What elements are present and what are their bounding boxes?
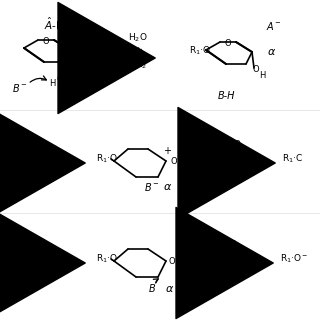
Text: (O·-H: (O·-H <box>184 155 204 164</box>
Text: $^-$H: $^-$H <box>4 141 20 153</box>
Text: R$_1$·O: R$_1$·O <box>96 253 118 265</box>
Text: R$_1$·O$^-$: R$_1$·O$^-$ <box>280 253 308 265</box>
Text: A$^-$: A$^-$ <box>180 125 196 137</box>
Text: H: H <box>49 79 55 89</box>
Text: R$_2$: R$_2$ <box>26 181 38 193</box>
Text: H: H <box>180 244 186 253</box>
Text: O-H: O-H <box>196 148 212 157</box>
Text: A$^-$: A$^-$ <box>177 225 193 237</box>
Text: H$_2$O: H$_2$O <box>128 32 148 44</box>
Text: R$_1$·C: R$_1$·C <box>282 153 303 165</box>
Text: H: H <box>187 137 193 146</box>
Text: A$^-$: A$^-$ <box>266 20 282 32</box>
Text: B-H: B-H <box>217 91 235 101</box>
Text: B: B <box>148 284 156 294</box>
Text: $\alpha$: $\alpha$ <box>268 47 276 57</box>
Text: O: O <box>253 66 259 75</box>
Text: O: O <box>2 254 9 263</box>
Text: $\hat{A}$-H: $\hat{A}$-H <box>44 16 64 32</box>
Text: $\alpha$: $\alpha$ <box>164 182 172 192</box>
Text: B$^-$: B$^-$ <box>12 82 28 94</box>
Text: +: + <box>163 146 171 156</box>
Text: O: O <box>57 76 63 84</box>
Text: R$_2$: R$_2$ <box>100 45 112 57</box>
Text: O: O <box>171 156 177 165</box>
Text: $\alpha$: $\alpha$ <box>165 284 175 294</box>
Text: H: H <box>4 243 11 252</box>
Text: O-H: O-H <box>193 249 209 258</box>
Text: O: O <box>169 257 175 266</box>
Text: O: O <box>43 37 49 46</box>
Text: O: O <box>79 44 85 52</box>
Text: B$^-$: B$^-$ <box>144 181 160 193</box>
Text: R$_2$: R$_2$ <box>26 281 38 293</box>
Text: R$_1$·O: R$_1$·O <box>96 153 118 165</box>
Text: R$_2$: R$_2$ <box>22 153 34 165</box>
Text: H: H <box>259 71 265 81</box>
Text: R$_2$: R$_2$ <box>135 59 147 71</box>
Text: O: O <box>225 39 231 49</box>
Text: R$_2$: R$_2$ <box>22 253 34 265</box>
Text: O: O <box>2 155 9 164</box>
Text: H$_2$O: H$_2$O <box>222 139 242 151</box>
Text: H$_2$O: H$_2$O <box>218 239 238 251</box>
Text: H: H <box>182 145 188 154</box>
Text: H: H <box>67 79 73 89</box>
Text: R$_1$·O: R$_1$·O <box>189 45 211 57</box>
